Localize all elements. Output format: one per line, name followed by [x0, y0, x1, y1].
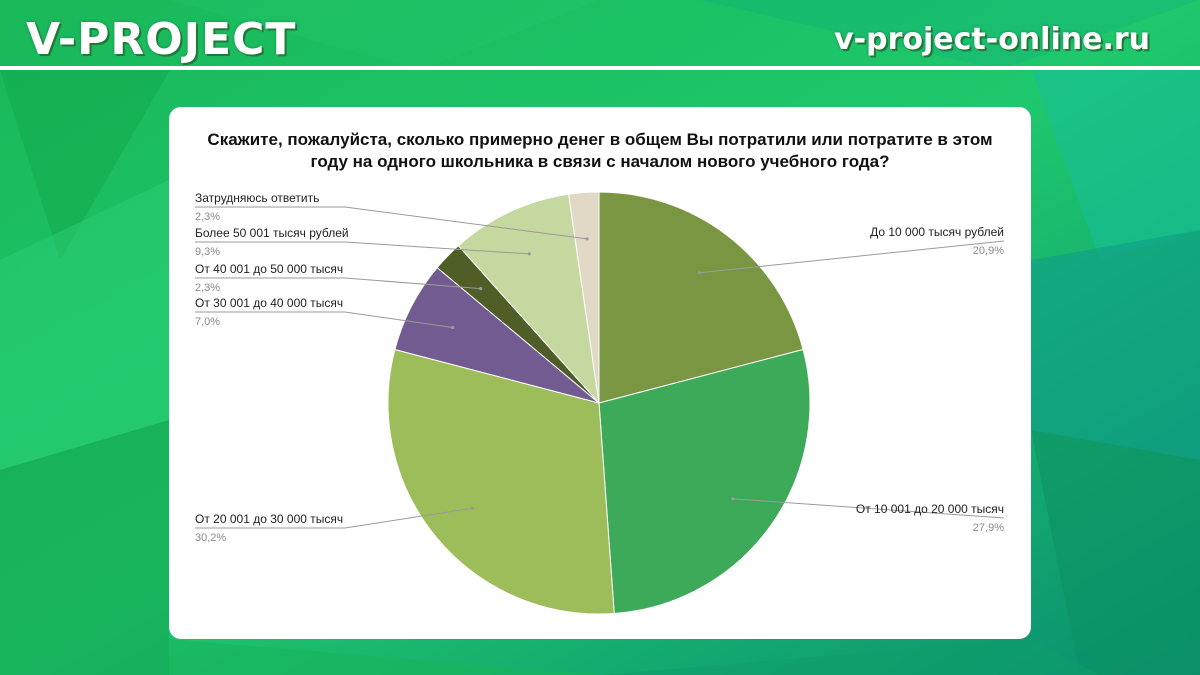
- leader-line: [195, 311, 453, 328]
- slice-label: От 20 001 до 30 000 тысяч: [195, 512, 343, 526]
- pie-slice: [568, 191, 600, 404]
- slice-value-label: 9,3%: [195, 246, 220, 258]
- site-url: v-project-online.ru: [834, 22, 1150, 57]
- slice-value-label: 2,3%: [195, 211, 220, 223]
- leader-line: [195, 277, 481, 290]
- slice-label: От 10 001 до 20 000 тысяч: [856, 502, 1004, 516]
- pie-slice: [387, 348, 615, 615]
- pie-slice: [598, 191, 804, 404]
- header-divider: [0, 66, 1200, 70]
- slice-label: От 40 001 до 50 000 тысяч: [195, 262, 343, 276]
- slice-value-label: 27,9%: [973, 522, 1004, 534]
- slice-value-label: 20,9%: [973, 245, 1004, 257]
- chart-title: Скажите, пожалуйста, сколько примерно де…: [207, 130, 993, 171]
- chart-card: Скажите, пожалуйста, сколько примерно де…: [169, 107, 1031, 639]
- slice-value-label: 30,2%: [195, 532, 226, 544]
- leader-line: [195, 507, 473, 529]
- slice-label: От 30 001 до 40 000 тысяч: [195, 296, 343, 310]
- pie-chart: До 10 000 тысяч рублей 20,9% От 10 001 до …: [195, 191, 1005, 615]
- slice-label: До 10 000 тысяч рублей: [870, 225, 1004, 239]
- pie-slice: [457, 193, 600, 405]
- leader-line: [195, 241, 530, 255]
- leader-line: [195, 206, 588, 240]
- leader-line: [699, 240, 1005, 274]
- leader-line: [732, 498, 1005, 519]
- slice-label: Затрудняюсь ответить: [195, 191, 319, 205]
- slice-value-label: 7,0%: [195, 316, 220, 328]
- slice-value-label: 2,3%: [195, 282, 220, 294]
- brand-logo: V-PROJECT: [26, 14, 297, 65]
- pie-slice: [598, 348, 811, 614]
- slice-label: Более 50 001 тысяч рублей: [195, 226, 349, 240]
